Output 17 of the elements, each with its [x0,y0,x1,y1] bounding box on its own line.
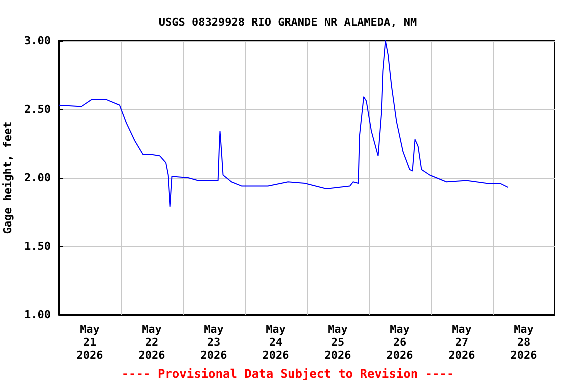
y-tick-label: 3.00 [24,34,51,48]
y-tick-label: 2.50 [24,103,51,116]
x-tick-label: May 28 2026 [510,323,538,362]
y-tick-label: 1.50 [24,240,51,253]
x-tick-label: May 24 2026 [262,323,290,362]
text: ---- Provisional Data Subject to Revision ---- [122,367,454,381]
x-tick-label: May 25 2026 [324,323,352,362]
x-tick-label: May 21 2026 [76,323,104,362]
x-tick-label: May 23 2026 [200,323,228,362]
y-axis-title: Gage height, feet [2,122,15,234]
x-tick-label: May 26 2026 [386,323,414,362]
x-tick-label: May 27 2026 [448,323,476,362]
line-series [58,40,509,208]
chart-title: USGS 08329928 RIO GRANDE NR ALAMEDA, NM [158,16,418,29]
y-tick-label: 2.00 [24,172,51,184]
y-tick-label: 1.00 [24,308,51,322]
x-tick-label: May 22 2026 [138,323,166,362]
